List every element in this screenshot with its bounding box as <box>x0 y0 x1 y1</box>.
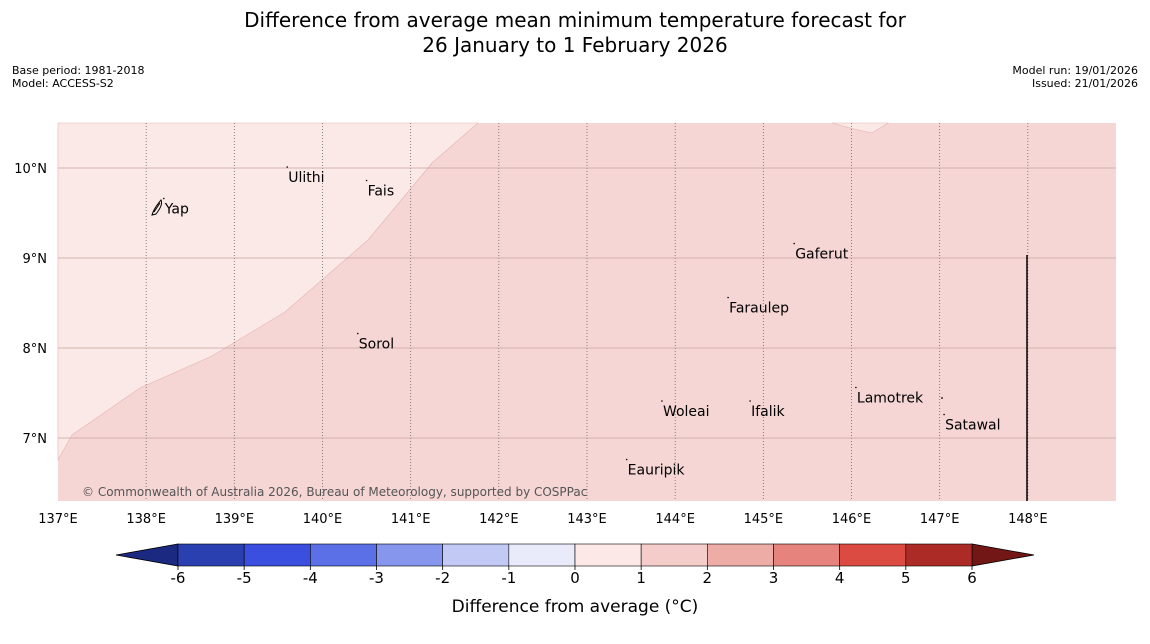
island-marker <box>625 458 628 461</box>
lat-tick-label: 9°N <box>23 252 48 267</box>
island-marker <box>943 413 945 416</box>
place-label: Ulithi <box>288 170 324 186</box>
chart-title: Difference from average mean minimum tem… <box>0 8 1150 58</box>
colorbar-tick-label: 2 <box>703 569 713 587</box>
colorbar-segment <box>508 543 576 567</box>
colorbar-tick-label: -6 <box>171 569 186 587</box>
lat-tick-label: 8°N <box>23 342 48 357</box>
meta-left: Base period: 1981-2018 Model: ACCESS-S2 <box>12 64 144 90</box>
yap-island-outline <box>151 199 163 216</box>
copyright-text: © Commonwealth of Australia 2026, Bureau… <box>82 485 587 499</box>
place-label: Yap <box>164 202 189 218</box>
place-label: Eauripik <box>628 463 686 479</box>
place-label: Sorol <box>359 337 394 353</box>
colorbar-segment <box>839 543 907 567</box>
island-marker <box>661 400 663 402</box>
island-marker <box>749 400 751 402</box>
colorbar-segment <box>310 543 377 567</box>
meta-right: Model run: 19/01/2026 Issued: 21/01/2026 <box>1012 64 1138 90</box>
colorbar-tick-label: -2 <box>435 569 450 587</box>
island-marker <box>356 332 359 335</box>
island-marker <box>793 242 795 245</box>
island-marker <box>941 397 943 399</box>
place-label: Satawal <box>945 418 1000 434</box>
colorbar-over-arrow <box>971 543 1035 567</box>
colorbar-tick-label: 5 <box>901 569 911 587</box>
place-label: Ifalik <box>751 404 785 420</box>
place-label: Woleai <box>663 404 710 420</box>
colorbar-tick-label: -4 <box>303 569 318 587</box>
colorbar-tick-label: 3 <box>769 569 779 587</box>
place-label: Fais <box>368 184 395 200</box>
lon-tick-label: 142°E <box>479 512 519 527</box>
map-axes: 137°E 138°E 139°E 140°E 141°E 142°E 143°E 144°E… <box>14 162 1047 527</box>
island-marker <box>365 179 368 182</box>
island-marker <box>727 296 729 299</box>
colorbar-title: Difference from average (°C) <box>452 597 699 617</box>
colorbar-segment <box>707 543 774 567</box>
model-name: Model: ACCESS-S2 <box>12 77 114 90</box>
island-marker <box>855 386 857 389</box>
colorbar-tick-label: 1 <box>636 569 646 587</box>
colorbar-segment <box>574 543 642 567</box>
lon-tick-label: 144°E <box>655 512 695 527</box>
lon-tick-label: 146°E <box>832 512 872 527</box>
colorbar-segment <box>442 543 510 567</box>
map-panel: Yap Ulithi Fais Sorol Gaferut Faraulep Woleai I… <box>57 122 1116 501</box>
issued-date: Issued: 21/01/2026 <box>1031 77 1138 90</box>
lon-tick-label: 143°E <box>567 512 607 527</box>
colorbar-tick-label: -1 <box>501 569 516 587</box>
place-label: Lamotrek <box>857 391 924 407</box>
lon-tick-label: 139°E <box>215 512 255 527</box>
colorbar-tick-label: -5 <box>237 569 252 587</box>
lon-tick-label: 137°E <box>38 512 78 527</box>
colorbar-tick-label: 0 <box>570 569 580 587</box>
place-label: Faraulep <box>729 301 789 317</box>
title-line-2: 26 January to 1 February 2026 <box>422 33 728 57</box>
place-label: Gaferut <box>795 247 849 263</box>
colorbar-tick-label: 6 <box>967 569 977 587</box>
lon-tick-label: 140°E <box>303 512 343 527</box>
base-period: Base period: 1981-2018 <box>12 64 145 77</box>
title-line-1: Difference from average mean minimum tem… <box>244 8 906 32</box>
lat-tick-label: 10°N <box>14 162 47 177</box>
colorbar-segment <box>177 543 245 567</box>
colorbar-segment <box>243 543 311 567</box>
colorbar-segment <box>905 543 973 567</box>
colorbar-tick-label: 4 <box>835 569 845 587</box>
contour-region-light <box>57 122 479 462</box>
island-marker <box>163 197 165 200</box>
lon-tick-label: 148°E <box>1008 512 1048 527</box>
colorbar-segment <box>376 543 443 567</box>
contour-region-light-small <box>831 122 890 134</box>
colorbar-under-arrow <box>115 543 179 567</box>
island-marker <box>286 166 289 168</box>
lon-tick-label: 141°E <box>391 512 431 527</box>
colorbar-tick-label: -3 <box>369 569 384 587</box>
lon-tick-label: 147°E <box>920 512 960 527</box>
colorbar: -6 -5 -4 -3 -2 -1 0 1 2 3 4 5 6 Difference from avera… <box>115 543 1035 617</box>
model-run: Model run: 19/01/2026 <box>1012 64 1138 77</box>
lon-tick-label: 145°E <box>744 512 784 527</box>
lat-tick-label: 7°N <box>23 432 48 447</box>
colorbar-segment <box>773 543 840 567</box>
colorbar-segment <box>640 543 708 567</box>
lon-tick-label: 138°E <box>126 512 166 527</box>
